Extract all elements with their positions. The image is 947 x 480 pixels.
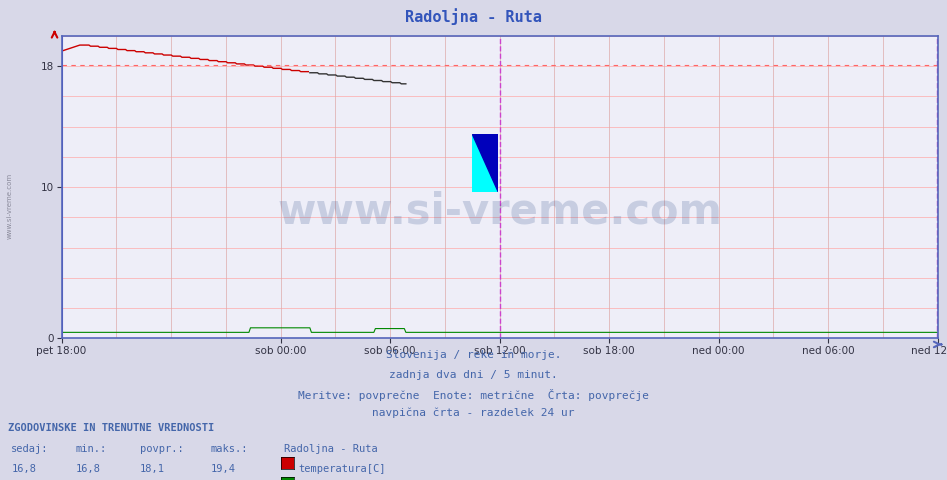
- Text: Radoljna - Ruta: Radoljna - Ruta: [405, 8, 542, 25]
- Text: 16,8: 16,8: [76, 464, 100, 474]
- Text: min.:: min.:: [76, 444, 107, 454]
- Text: sedaj:: sedaj:: [11, 444, 49, 454]
- Text: povpr.:: povpr.:: [140, 444, 184, 454]
- Polygon shape: [472, 134, 498, 192]
- Text: temperatura[C]: temperatura[C]: [298, 464, 385, 474]
- Text: Radoljna - Ruta: Radoljna - Ruta: [284, 444, 378, 454]
- Text: maks.:: maks.:: [210, 444, 248, 454]
- Text: www.si-vreme.com: www.si-vreme.com: [7, 173, 12, 240]
- Text: 18,1: 18,1: [140, 464, 165, 474]
- Text: ZGODOVINSKE IN TRENUTNE VREDNOSTI: ZGODOVINSKE IN TRENUTNE VREDNOSTI: [8, 423, 214, 433]
- Text: Slovenija / reke in morje.: Slovenija / reke in morje.: [385, 350, 562, 360]
- Text: Meritve: povprečne  Enote: metrične  Črta: povprečje: Meritve: povprečne Enote: metrične Črta:…: [298, 389, 649, 401]
- Text: navpična črta - razdelek 24 ur: navpična črta - razdelek 24 ur: [372, 408, 575, 419]
- Text: www.si-vreme.com: www.si-vreme.com: [277, 191, 722, 232]
- Text: zadnja dva dni / 5 minut.: zadnja dva dni / 5 minut.: [389, 370, 558, 380]
- Polygon shape: [472, 134, 498, 192]
- Text: 19,4: 19,4: [210, 464, 235, 474]
- Text: 16,8: 16,8: [11, 464, 36, 474]
